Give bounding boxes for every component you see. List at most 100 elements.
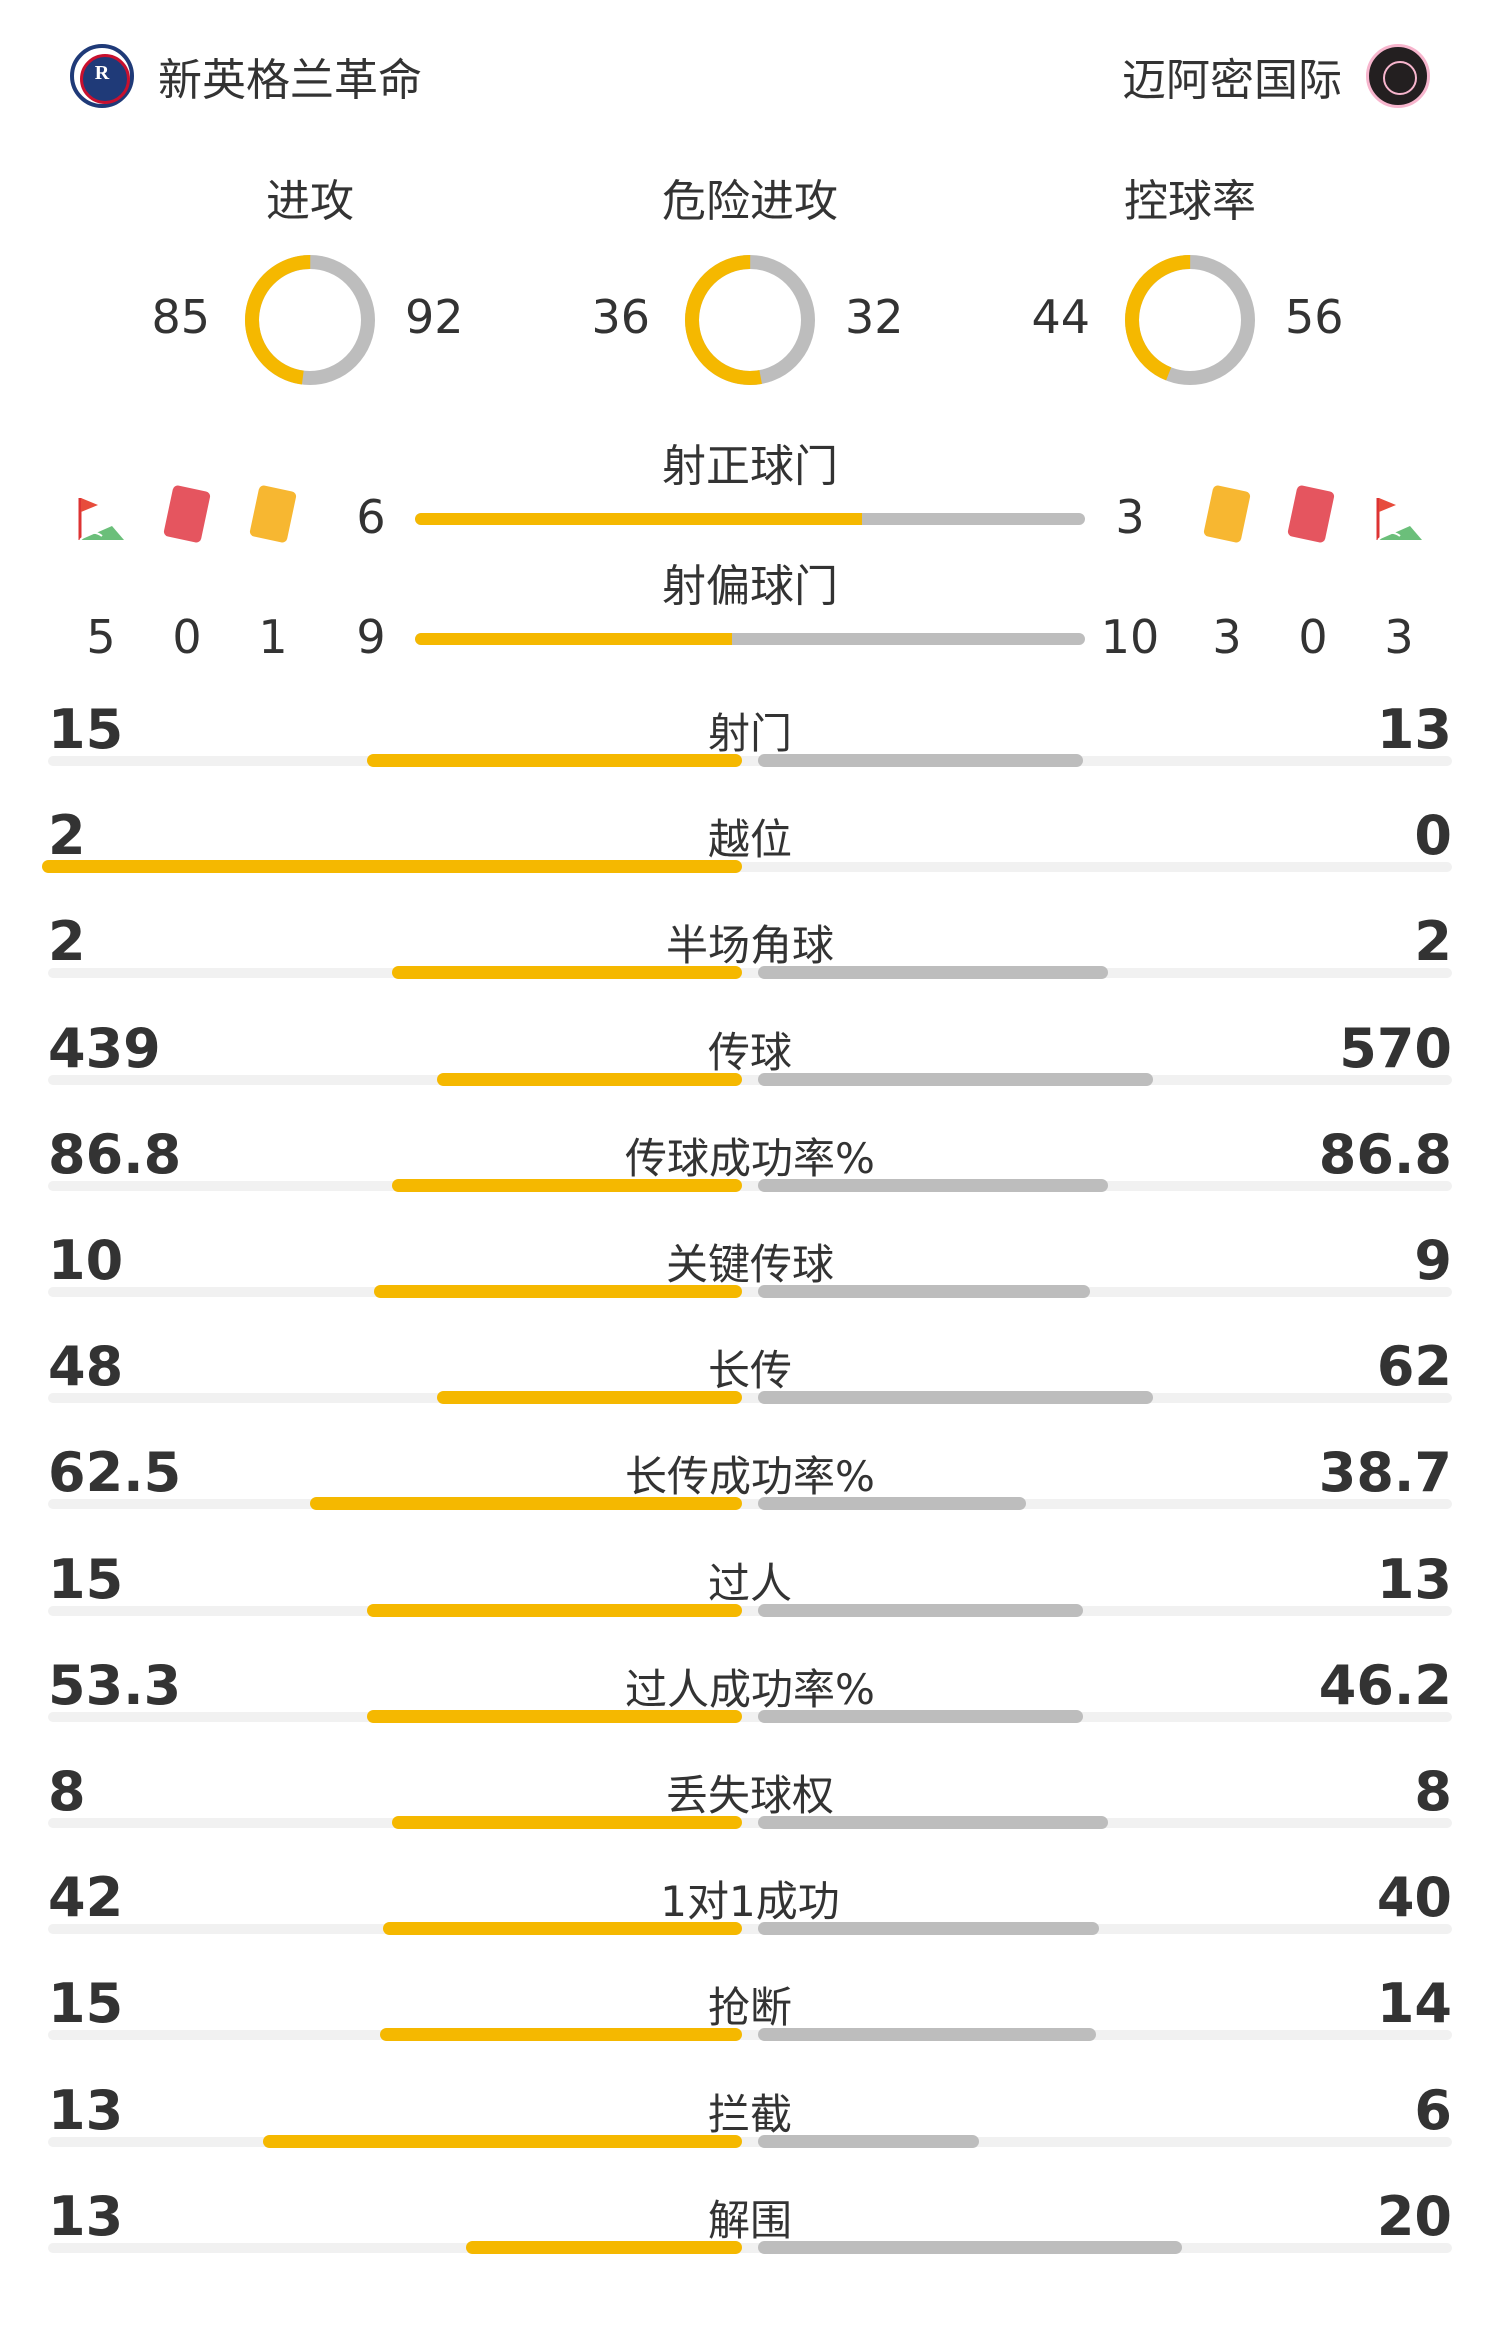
stat-row: 48 长传 62 [0,1327,1500,1433]
stat-away-value: 38.7 [1318,1441,1452,1505]
stat-home-value: 42 [48,1866,124,1930]
donut-attack: 进攻 85 92 [90,165,530,405]
donut-home-arc [245,255,375,385]
shots-on-target-label: 射正球门 [662,441,838,492]
stat-track [48,862,1452,873]
stat-home-value: 86.8 [48,1122,182,1186]
donut-home-value: 44 [1031,290,1090,344]
stat-away-bar [758,1816,1108,1829]
stat-label: 越位 [707,815,792,865]
stat-away-bar [758,2028,1096,2042]
donut-dangerous-attack: 危险进攻 36 32 [530,165,970,405]
stat-away-value: 20 [1376,2184,1452,2248]
stat-home-bar [367,1709,742,1723]
stat-away-value: 40 [1376,1866,1452,1930]
shots-off-bar [415,633,1085,645]
stat-away-bar [758,1178,1108,1192]
stat-home-value: 15 [48,1547,124,1611]
donut-home-arc [685,255,815,385]
home-team-logo-icon: R [70,44,134,108]
stat-home-bar [309,1497,742,1511]
home-logo-letter: R [94,62,110,84]
stat-row: 86.8 传球成功率% 86.8 [0,1115,1500,1221]
donut-possession: 控球率 44 56 [970,165,1410,405]
stat-away-value: 6 [1414,2078,1452,2142]
stat-home-value: 439 [48,1016,161,1080]
donut-home-arc [1125,255,1255,385]
stat-home-value: 10 [48,1229,124,1292]
match-header: R 新英格兰革命 迈阿密国际 [0,0,1500,150]
stat-label: 解围 [707,2195,792,2245]
shots-off-home-fill [415,633,733,645]
stat-label: 长传 [707,1346,792,1396]
stat-track [48,1180,1452,1191]
stat-row: 13 解围 20 [0,2177,1500,2283]
away-corners-value: 3 [1384,610,1414,664]
stat-label: 传球成功率% [625,1133,875,1183]
stat-away-value: 9 [1414,1229,1452,1292]
stat-label: 过人 [707,1558,792,1608]
shots-on-away-value: 3 [1115,490,1145,544]
stat-row: 15 抢断 14 [0,1964,1500,2070]
stat-home-bar [42,860,742,874]
stat-home-value: 62.5 [48,1441,182,1505]
home-team[interactable]: R 新英格兰革命 [70,40,422,112]
shots-on-bar [415,513,1085,525]
stat-track [48,1924,1452,1935]
stat-track [48,2242,1452,2253]
stat-away-bar [758,1391,1153,1405]
stat-home-bar [367,754,742,767]
donut-home-value: 36 [591,290,650,344]
donut-title: 危险进攻 [662,176,838,227]
stat-label: 射门 [707,709,792,758]
stat-home-bar [437,1072,742,1086]
home-red-cards-value: 0 [172,610,202,664]
away-team-logo-icon [1366,44,1430,108]
stat-home-bar [379,2028,742,2042]
stat-label: 半场角球 [665,921,834,971]
stat-away-value: 0 [1414,804,1452,868]
stat-away-bar [758,1497,1026,1511]
stat-label: 传球 [707,1027,792,1077]
stat-home-bar [392,1178,742,1192]
stat-away-value: 2 [1414,910,1452,974]
stat-row: 8 丢失球权 8 [0,1752,1500,1858]
stat-row: 439 传球 570 [0,1009,1500,1115]
stat-home-bar [392,1816,742,1829]
stat-row: 62.5 长传成功率% 38.7 [0,1433,1500,1539]
stat-home-bar [367,1603,742,1617]
stat-away-bar [758,1072,1154,1086]
stat-label: 长传成功率% [625,1452,875,1502]
stat-row: 2 半场角球 2 [0,902,1500,1008]
stat-away-value: 62 [1376,1335,1452,1399]
stat-home-value: 13 [48,2078,124,2142]
stat-home-value: 15 [48,698,124,761]
stat-track [48,1818,1452,1828]
away-team[interactable]: 迈阿密国际 [1122,40,1430,112]
stat-home-value: 15 [48,1972,124,2036]
stat-home-value: 2 [48,910,86,974]
stat-home-value: 8 [48,1760,86,1823]
stat-away-bar [758,1285,1090,1298]
stat-away-value: 13 [1376,1547,1452,1611]
stat-row: 15 过人 13 [0,1540,1500,1646]
stat-home-bar [466,2240,742,2254]
stat-row: 42 1对1成功 40 [0,1858,1500,1964]
stat-home-value: 13 [48,2184,124,2248]
stat-track [48,1605,1452,1616]
shots-off-away-value: 10 [1100,610,1160,664]
stat-label: 关键传球 [665,1240,834,1289]
stat-home-value: 2 [48,804,86,868]
stat-away-value: 86.8 [1318,1122,1452,1186]
stat-home-value: 53.3 [48,1653,182,1717]
stat-home-bar [373,1285,742,1298]
stat-home-bar [436,1391,742,1405]
stat-away-bar [758,754,1083,767]
stat-track [48,756,1452,766]
donut-away-value: 32 [845,290,904,344]
home-corners-value: 5 [86,610,116,664]
stat-away-value: 13 [1376,698,1452,761]
donut-title: 控球率 [1124,176,1256,227]
stat-label: 1对1成功 [660,1877,840,1927]
away-yellow-cards-value: 3 [1212,610,1242,664]
